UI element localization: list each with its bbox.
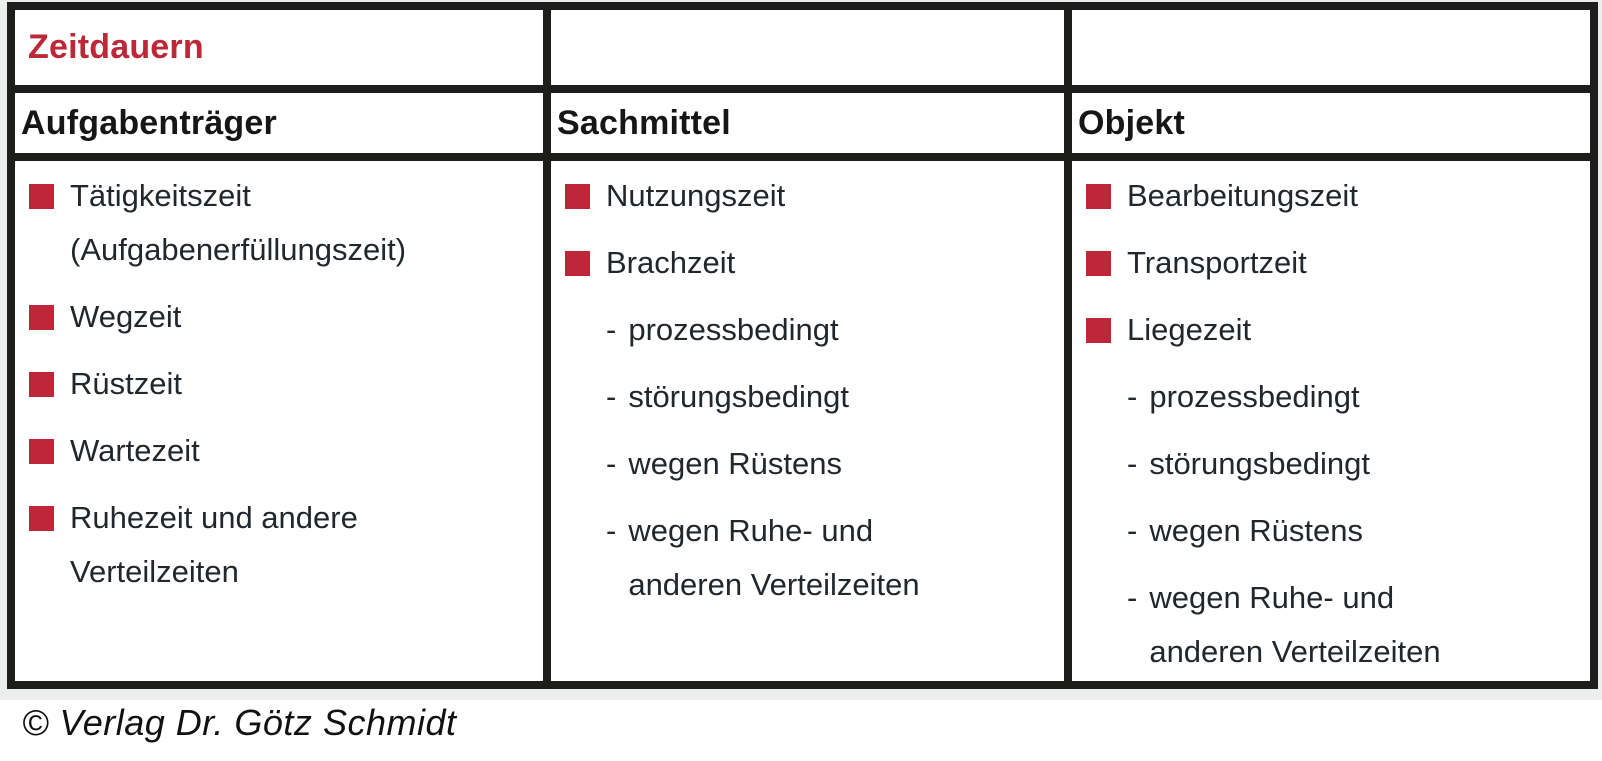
dash-prefix: - [606, 513, 617, 548]
table-title-cell-empty-1 [551, 10, 1064, 85]
list-item-label: Wegzeit [70, 299, 182, 334]
list-item-label: Transportzeit [1127, 245, 1307, 280]
dash-prefix: - [1127, 379, 1138, 414]
dash-prefix: - [1127, 580, 1138, 615]
table-title-cell-empty-2 [1072, 10, 1590, 85]
list-item: Wartezeit [29, 424, 533, 478]
list-subitem-label: prozessbedingt [1149, 379, 1360, 414]
table-title-cell: Zeitdauern [15, 10, 543, 85]
list-item-label: Wartezeit [70, 433, 200, 468]
list-item: Bearbeitungszeit [1086, 169, 1580, 223]
list-item: Ruhezeit und andere Verteilzeiten [29, 491, 533, 599]
list-subitem: - prozessbedingt [565, 303, 1054, 357]
copyright-note: © Verlag Dr. Götz Schmidt [22, 702, 457, 743]
list-item: Rüstzeit [29, 357, 533, 411]
list-item: Liegezeit [1086, 303, 1580, 357]
list-item-label: Tätigkeitszeit (Aufgabenerfüllungszeit) [70, 178, 407, 267]
list-subitem-label: wegen Rüstens [1149, 513, 1364, 548]
list-item-label: Bearbeitungszeit [1127, 178, 1358, 213]
bullet-square-icon [29, 184, 54, 209]
bullet-square-icon [1086, 184, 1111, 209]
table-title: Zeitdauern [28, 28, 204, 66]
dash-prefix: - [606, 379, 617, 414]
bullet-square-icon [29, 439, 54, 464]
column-header-label: Objekt [1078, 103, 1186, 142]
column-header-label: Sachmittel [557, 103, 731, 142]
column-body-objekt: Bearbeitungszeit Transportzeit Liegezeit… [1072, 161, 1590, 681]
bullet-square-icon [29, 305, 54, 330]
column-body-sachmittel: Nutzungszeit Brachzeit - prozessbedingt … [551, 161, 1064, 681]
bullet-square-icon [565, 184, 590, 209]
list-subitem: - wegen Rüstens [1086, 504, 1580, 558]
list-subitem-label: störungsbedingt [1149, 446, 1370, 481]
bullet-square-icon [29, 372, 54, 397]
list-subitem-label: wegen Rüstens [628, 446, 843, 481]
list-item-label: Ruhezeit und andere Verteilzeiten [70, 500, 358, 589]
list-subitem-label: wegen Ruhe- und anderen Verteilzeiten [1149, 580, 1441, 669]
list-item: Tätigkeitszeit (Aufgabenerfüllungszeit) [29, 169, 533, 277]
bullet-square-icon [1086, 251, 1111, 276]
list-item-label: Liegezeit [1127, 312, 1252, 347]
column-header-label: Aufgabenträger [21, 103, 277, 142]
list-subitem: - prozessbedingt [1086, 370, 1580, 424]
column-body-aufgabentraeger: Tätigkeitszeit (Aufgabenerfüllungszeit) … [15, 161, 543, 681]
list-item: Brachzeit [565, 236, 1054, 290]
list-subitem: - störungsbedingt [1086, 437, 1580, 491]
list-item: Transportzeit [1086, 236, 1580, 290]
list-item-label: Nutzungszeit [606, 178, 786, 213]
column-header-aufgabentraeger: Aufgabenträger [15, 93, 543, 153]
dash-prefix: - [606, 446, 617, 481]
list-item: Nutzungszeit [565, 169, 1054, 223]
list-subitem-label: prozessbedingt [628, 312, 839, 347]
zeitdauern-table: Zeitdauern Aufgabenträger Sachmittel Obj… [7, 2, 1598, 689]
list-subitem: - wegen Rüstens [565, 437, 1054, 491]
list-item-label: Brachzeit [606, 245, 736, 280]
list-subitem-label: wegen Ruhe- und anderen Verteilzeiten [628, 513, 920, 602]
list-item: Wegzeit [29, 290, 533, 344]
dash-prefix: - [606, 312, 617, 347]
list-subitem: - störungsbedingt [565, 370, 1054, 424]
dash-prefix: - [1127, 446, 1138, 481]
bullet-square-icon [1086, 318, 1111, 343]
column-header-objekt: Objekt [1072, 93, 1590, 153]
list-item-label: Rüstzeit [70, 366, 182, 401]
list-subitem-label: störungsbedingt [628, 379, 849, 414]
column-header-sachmittel: Sachmittel [551, 93, 1064, 153]
bullet-square-icon [565, 251, 590, 276]
dash-prefix: - [1127, 513, 1138, 548]
bullet-square-icon [29, 506, 54, 531]
list-subitem: - wegen Ruhe- und anderen Verteilzeiten [565, 504, 1054, 612]
list-subitem: - wegen Ruhe- und anderen Verteilzeiten [1086, 571, 1580, 679]
figure-panel: Zeitdauern Aufgabenträger Sachmittel Obj… [0, 0, 1602, 700]
